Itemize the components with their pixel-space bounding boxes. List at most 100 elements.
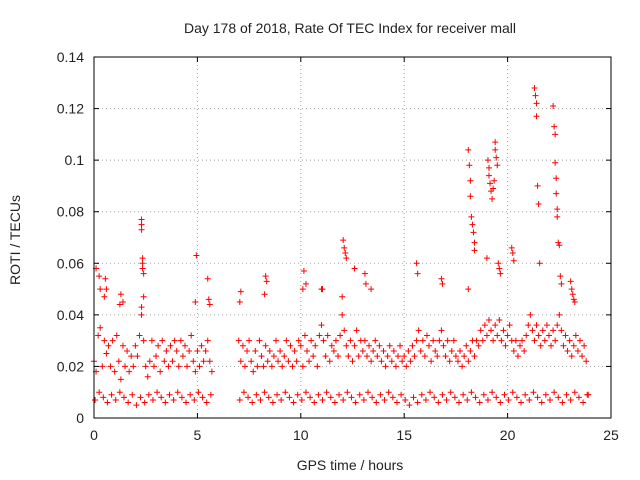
data-point: [119, 298, 126, 305]
data-point: [488, 327, 495, 334]
data-point: [469, 221, 476, 228]
data-point: [579, 353, 586, 360]
data-point: [101, 337, 108, 344]
data-point: [352, 399, 359, 406]
data-point: [430, 337, 437, 344]
data-point: [533, 322, 540, 329]
data-point: [257, 396, 264, 403]
data-point: [521, 347, 528, 354]
data-point: [421, 353, 428, 360]
data-point: [519, 337, 526, 344]
data-point: [149, 396, 156, 403]
data-point: [275, 358, 282, 365]
data-point: [129, 391, 136, 398]
data-point: [101, 293, 108, 300]
data-point: [328, 342, 335, 349]
data-point: [207, 391, 214, 398]
data-point: [576, 337, 583, 344]
data-point: [248, 358, 255, 365]
data-point: [323, 389, 330, 396]
data-point: [250, 368, 257, 375]
data-point: [132, 342, 139, 349]
data-point: [407, 358, 414, 365]
data-point: [237, 288, 244, 295]
data-point: [409, 342, 416, 349]
data-point: [440, 342, 447, 349]
data-point: [419, 337, 426, 344]
data-point: [502, 342, 509, 349]
data-point: [550, 327, 557, 334]
data-point: [235, 337, 242, 344]
data-point: [116, 389, 123, 396]
data-point: [237, 358, 244, 365]
data-point: [527, 311, 534, 318]
data-point: [423, 332, 430, 339]
data-point: [426, 342, 433, 349]
data-point: [355, 353, 362, 360]
data-point: [356, 391, 363, 398]
data-point: [564, 347, 571, 354]
data-point: [465, 146, 472, 153]
data-point: [138, 304, 145, 311]
data-point: [122, 363, 129, 370]
data-point: [448, 347, 455, 354]
data-point: [485, 164, 492, 171]
chart-title: Day 178 of 2018, Rate Of TEC Index for r…: [184, 20, 516, 36]
data-point: [553, 190, 560, 197]
data-point: [485, 172, 492, 179]
data-point: [468, 213, 475, 220]
data-point: [531, 337, 538, 344]
data-point: [581, 342, 588, 349]
data-point: [158, 394, 165, 401]
data-point: [193, 252, 200, 259]
plot-frame: [93, 56, 612, 419]
data-point: [165, 363, 172, 370]
data-point: [304, 347, 311, 354]
data-point: [302, 280, 309, 287]
data-point: [344, 389, 351, 396]
data-point: [413, 260, 420, 267]
data-point: [496, 265, 503, 272]
data-point: [538, 399, 545, 406]
data-point: [190, 358, 197, 365]
data-point: [571, 298, 578, 305]
data-point: [206, 358, 213, 365]
data-point: [460, 391, 467, 398]
data-point: [571, 389, 578, 396]
data-point: [137, 394, 144, 401]
data-point: [194, 347, 201, 354]
data-point: [161, 358, 168, 365]
data-point: [560, 342, 567, 349]
data-point: [336, 391, 343, 398]
data-point: [181, 342, 188, 349]
data-point: [537, 342, 544, 349]
data-point: [140, 337, 147, 344]
data-point: [563, 391, 570, 398]
data-point: [472, 394, 479, 401]
data-point: [166, 391, 173, 398]
data-point: [366, 342, 373, 349]
data-point: [204, 337, 211, 344]
x-tick-label: 0: [90, 427, 98, 443]
data-point: [300, 268, 307, 275]
data-point: [567, 396, 574, 403]
data-point: [359, 347, 366, 354]
data-point: [178, 394, 185, 401]
data-point: [494, 332, 501, 339]
data-point: [568, 353, 575, 360]
data-point: [175, 363, 182, 370]
data-point: [543, 322, 550, 329]
data-point: [253, 391, 260, 398]
data-point: [256, 337, 263, 344]
data-point: [523, 332, 530, 339]
data-point: [351, 342, 358, 349]
data-point: [464, 396, 471, 403]
data-point: [319, 396, 326, 403]
y-tick-label: 0.08: [57, 204, 84, 220]
data-point: [246, 337, 253, 344]
data-point: [272, 337, 279, 344]
data-point: [489, 195, 496, 202]
data-point: [111, 368, 118, 375]
data-point: [463, 342, 470, 349]
x-tick-label: 5: [194, 427, 202, 443]
